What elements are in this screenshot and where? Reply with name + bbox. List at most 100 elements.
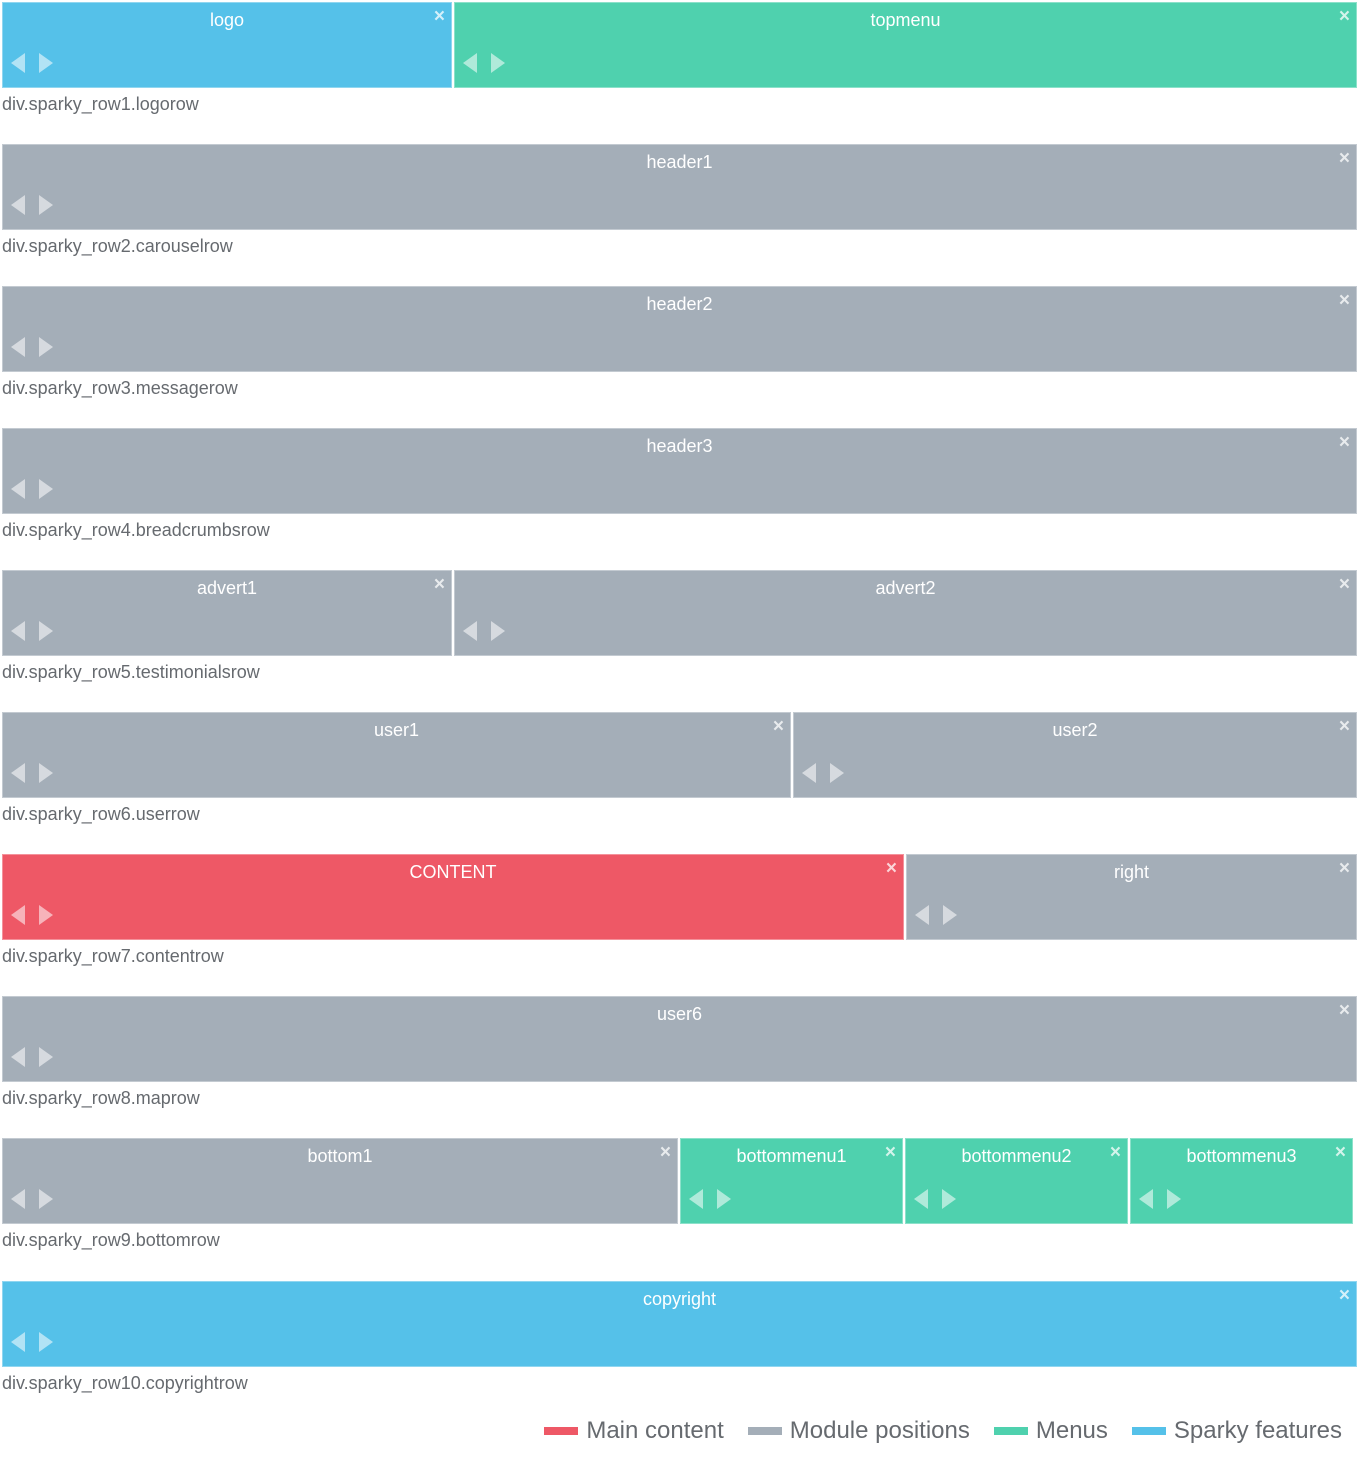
close-icon[interactable]: × — [1338, 716, 1350, 737]
arrow-left-icon[interactable] — [11, 621, 25, 641]
position-block-right[interactable]: right × — [906, 854, 1357, 940]
close-icon[interactable]: × — [1338, 432, 1350, 453]
resize-arrows — [11, 905, 53, 925]
resize-arrows — [11, 195, 53, 215]
arrow-left-icon[interactable] — [11, 195, 25, 215]
legend-swatch — [1131, 1427, 1166, 1435]
arrow-left-icon[interactable] — [11, 53, 25, 73]
arrow-left-icon[interactable] — [915, 905, 929, 925]
arrow-left-icon[interactable] — [11, 1332, 25, 1352]
arrow-left-icon[interactable] — [11, 763, 25, 783]
close-icon[interactable]: × — [1109, 1142, 1121, 1163]
legend-item-main-content: Main content — [544, 1416, 724, 1446]
row-blocks: logo × topmenu × — [2, 2, 1357, 88]
legend-swatch — [993, 1427, 1028, 1435]
arrow-right-icon[interactable] — [39, 337, 53, 357]
close-icon[interactable]: × — [1338, 6, 1350, 27]
arrow-right-icon[interactable] — [39, 1332, 53, 1352]
position-label: user2 — [1052, 720, 1098, 740]
arrow-left-icon[interactable] — [11, 1189, 25, 1209]
legend: Main content Module positions Menus Spar… — [544, 1416, 1342, 1446]
close-icon[interactable]: × — [1338, 1000, 1350, 1021]
arrow-left-icon[interactable] — [11, 1047, 25, 1067]
arrow-right-icon[interactable] — [39, 53, 53, 73]
position-block-header1[interactable]: header1 × — [2, 144, 1357, 230]
close-icon[interactable]: × — [772, 716, 784, 737]
arrow-left-icon[interactable] — [689, 1189, 703, 1209]
resize-arrows — [11, 763, 53, 783]
position-label: header1 — [646, 152, 713, 172]
row-caption: div.sparky_row6.userrow — [2, 804, 200, 824]
arrow-left-icon[interactable] — [11, 479, 25, 499]
close-icon[interactable]: × — [1338, 290, 1350, 311]
arrow-left-icon[interactable] — [11, 337, 25, 357]
close-icon[interactable]: × — [1338, 148, 1350, 169]
arrow-left-icon[interactable] — [1139, 1189, 1153, 1209]
position-block-header2[interactable]: header2 × — [2, 286, 1357, 372]
arrow-right-icon[interactable] — [1167, 1189, 1181, 1209]
close-icon[interactable]: × — [433, 574, 445, 595]
legend-item-module-positions: Module positions — [747, 1416, 970, 1446]
position-block-user2[interactable]: user2 × — [793, 712, 1357, 798]
arrow-right-icon[interactable] — [830, 763, 844, 783]
layout-row-10: copyright × div.sparky_row10.copyrightro… — [2, 1281, 1357, 1394]
arrow-right-icon[interactable] — [717, 1189, 731, 1209]
arrow-right-icon[interactable] — [39, 905, 53, 925]
position-block-bottommenu1[interactable]: bottommenu1 × — [680, 1138, 903, 1224]
position-label: bottommenu1 — [736, 1146, 847, 1166]
resize-arrows — [1139, 1189, 1181, 1209]
position-block-advert1[interactable]: advert1 × — [2, 570, 452, 656]
legend-swatch — [747, 1427, 782, 1435]
resize-arrows — [915, 905, 957, 925]
arrow-right-icon[interactable] — [491, 53, 505, 73]
resize-arrows — [11, 1189, 53, 1209]
arrow-right-icon[interactable] — [39, 1047, 53, 1067]
resize-arrows — [689, 1189, 731, 1209]
position-label: advert1 — [196, 578, 258, 598]
arrow-left-icon[interactable] — [914, 1189, 928, 1209]
position-block-user6[interactable]: user6 × — [2, 996, 1357, 1082]
arrow-left-icon[interactable] — [802, 763, 816, 783]
row-caption: div.sparky_row10.copyrightrow — [2, 1373, 248, 1393]
layout-row-5: advert1 × advert2 × div.sparky_row5.test… — [2, 570, 1357, 683]
close-icon[interactable]: × — [1334, 1142, 1346, 1163]
close-icon[interactable]: × — [1338, 1285, 1350, 1306]
close-icon[interactable]: × — [884, 1142, 896, 1163]
arrow-right-icon[interactable] — [39, 1189, 53, 1209]
position-block-content[interactable]: CONTENT × — [2, 854, 904, 940]
position-block-bottom1[interactable]: bottom1 × — [2, 1138, 678, 1224]
position-block-bottommenu2[interactable]: bottommenu2 × — [905, 1138, 1128, 1224]
position-block-copyright[interactable]: copyright × — [2, 1281, 1357, 1367]
arrow-right-icon[interactable] — [491, 621, 505, 641]
position-block-topmenu[interactable]: topmenu × — [454, 2, 1357, 88]
layout-row-2: header1 × div.sparky_row2.carouselrow — [2, 144, 1357, 257]
resize-arrows — [11, 1047, 53, 1067]
arrow-right-icon[interactable] — [39, 621, 53, 641]
position-block-header3[interactable]: header3 × — [2, 428, 1357, 514]
arrow-left-icon[interactable] — [11, 905, 25, 925]
row-blocks: CONTENT × right × — [2, 854, 1357, 940]
arrow-left-icon[interactable] — [463, 53, 477, 73]
position-label: right — [1113, 862, 1149, 882]
arrow-right-icon[interactable] — [943, 905, 957, 925]
position-label: advert2 — [875, 578, 936, 598]
close-icon[interactable]: × — [1338, 858, 1350, 879]
arrow-right-icon[interactable] — [942, 1189, 956, 1209]
row-blocks: header2 × — [2, 286, 1357, 372]
close-icon[interactable]: × — [659, 1142, 671, 1163]
position-label: topmenu — [870, 10, 941, 30]
arrow-left-icon[interactable] — [463, 621, 477, 641]
close-icon[interactable]: × — [885, 858, 897, 879]
close-icon[interactable]: × — [1338, 574, 1350, 595]
position-block-bottommenu3[interactable]: bottommenu3 × — [1130, 1138, 1353, 1224]
arrow-right-icon[interactable] — [39, 195, 53, 215]
position-block-logo[interactable]: logo × — [2, 2, 452, 88]
arrow-right-icon[interactable] — [39, 763, 53, 783]
resize-arrows — [914, 1189, 956, 1209]
position-block-user1[interactable]: user1 × — [2, 712, 791, 798]
close-icon[interactable]: × — [433, 6, 445, 27]
layout-row-7: CONTENT × right × div.sparky_row7.conten… — [2, 854, 1357, 967]
arrow-right-icon[interactable] — [39, 479, 53, 499]
position-block-advert2[interactable]: advert2 × — [454, 570, 1357, 656]
legend-label: Main content — [586, 1417, 724, 1444]
